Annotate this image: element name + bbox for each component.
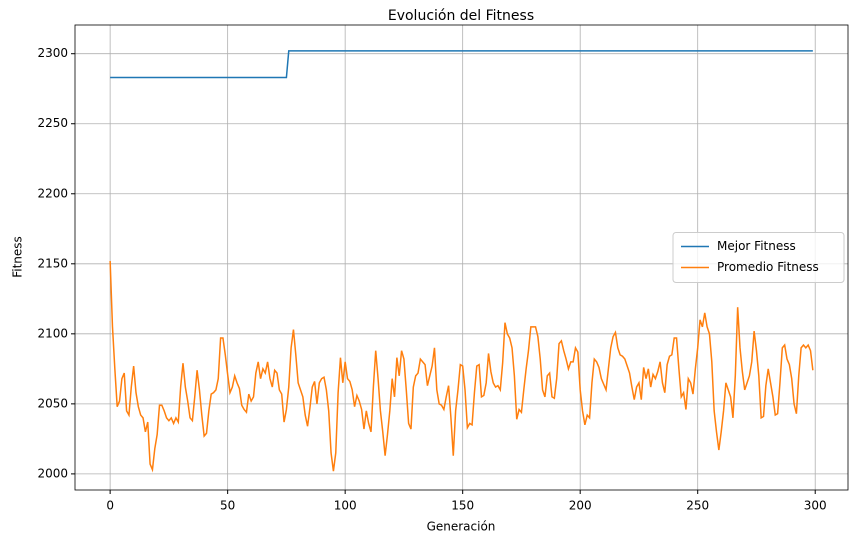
- x-tick-label: 50: [220, 499, 235, 513]
- plot-frame: [74, 24, 849, 491]
- y-tick-label: 2000: [37, 466, 68, 480]
- y-tick-label: 2250: [37, 116, 68, 130]
- x-tick-label: 0: [106, 499, 114, 513]
- y-axis-label: Fitness: [11, 236, 25, 278]
- legend-box: [672, 232, 845, 283]
- x-tick-label: 300: [804, 499, 827, 513]
- y-tick-label: 2050: [37, 396, 68, 410]
- x-tick-label: 150: [451, 499, 474, 513]
- legend-label: Promedio Fitness: [717, 260, 819, 274]
- y-tick-label: 2300: [37, 46, 68, 60]
- x-axis-label: Generación: [427, 520, 496, 534]
- series-line: [109, 260, 814, 473]
- x-tick-label: 200: [569, 499, 592, 513]
- legend: Mejor Fitness Promedio Fitness: [672, 232, 845, 283]
- y-tick-label: 2150: [37, 256, 68, 270]
- legend-label: Mejor Fitness: [717, 239, 796, 253]
- x-tick-label: 100: [334, 499, 357, 513]
- x-tick-label: 250: [686, 499, 709, 513]
- chart-title: Evolución del Fitness: [388, 8, 534, 24]
- series-line: [110, 50, 813, 79]
- y-tick-label: 2200: [37, 186, 68, 200]
- y-tick-label: 2100: [37, 326, 68, 340]
